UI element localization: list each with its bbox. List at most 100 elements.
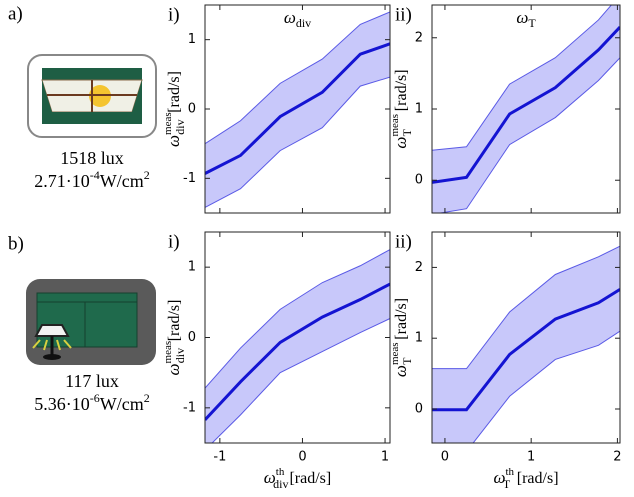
y-label-sup: meas — [389, 342, 401, 365]
irradiance-exp: -4 — [90, 168, 100, 182]
irradiance-exp: -6 — [90, 391, 100, 405]
y-tick-label: 0 — [415, 402, 423, 417]
y-label-group: ωmeasT [rad/s] — [389, 298, 414, 377]
x-label: ωth T [rad/s] — [493, 466, 558, 491]
y-label-sub: div — [173, 119, 187, 134]
plot-area — [205, 11, 390, 208]
band-upper — [205, 11, 390, 145]
x-tick-label: 1 — [527, 450, 535, 465]
y-tick-label: 0 — [415, 173, 423, 188]
x-label: ωth div[rad/s] — [264, 466, 331, 491]
y-tick-label: 1 — [188, 32, 196, 47]
band-lower — [211, 318, 390, 443]
y-tick-label: 1 — [415, 102, 423, 117]
x-label-sub: div — [273, 477, 288, 491]
confidence-band — [432, 246, 620, 443]
panel-title-symbol: ω — [516, 8, 528, 27]
irradiance-unit-exp: 2 — [144, 391, 150, 405]
panel-title-sub: T — [528, 16, 536, 30]
y-label-group: ωmeasdiv [rad/s] — [162, 71, 187, 147]
x-label-unit: [rad/s] — [289, 470, 331, 487]
y-label-sub: div — [173, 348, 187, 363]
y-label-group: ωmeasdiv [rad/s] — [162, 300, 187, 376]
irradiance-base: 2.71·10 — [34, 171, 90, 191]
y-tick-label: 0 — [188, 102, 196, 117]
y-label-sup: meas — [389, 114, 401, 137]
y-label: ωmeasT [rad/s] — [389, 298, 414, 377]
panel-label: i) — [168, 4, 180, 25]
x-label-symbol: ω — [264, 468, 276, 487]
plot-area — [432, 5, 620, 213]
y-label: ωmeasdiv [rad/s] — [162, 71, 187, 147]
y-label-sup: meas — [162, 341, 174, 364]
y-label-symbol: ω — [391, 137, 410, 149]
y-label: ωmeasdiv [rad/s] — [162, 300, 187, 376]
band-lower — [205, 76, 390, 208]
y-label-group: ωmeasT [rad/s] — [389, 69, 414, 148]
mean-line — [432, 288, 620, 412]
confidence-band — [432, 5, 620, 213]
confidence-band — [205, 11, 390, 208]
daylight-icon — [27, 54, 157, 138]
irradiance-unit-exp: 2 — [144, 168, 150, 182]
band-lower — [437, 57, 620, 213]
y-label-sub: T — [400, 357, 414, 365]
y-label-symbol: ω — [391, 365, 410, 377]
y-tick-label: 1 — [188, 260, 196, 275]
lamp-icon — [26, 279, 156, 365]
band-lower — [472, 330, 620, 443]
x-tick-label: 2 — [613, 450, 621, 465]
axes-box — [431, 231, 621, 444]
y-label-symbol: ω — [164, 363, 183, 375]
band-upper — [432, 5, 613, 151]
y-label-sup: meas — [162, 112, 174, 135]
panel: -101-1 0 1i)ωmeasdiv[rad/s]ωth div[rad/s] — [162, 231, 391, 491]
panel-title-symbol: ω — [284, 8, 296, 27]
plot-area — [205, 249, 390, 443]
y-label-sub: T — [400, 128, 414, 136]
mean-line — [432, 26, 620, 184]
y-tick-label: 2 — [415, 30, 423, 45]
y-label-unit: [rad/s] — [393, 298, 410, 340]
panel-title-sub: div — [296, 16, 311, 30]
x-tick-label: 0 — [441, 450, 449, 465]
band-upper — [205, 249, 390, 389]
panel-title: ωdiv — [284, 8, 311, 30]
panel-label: ii) — [395, 4, 412, 25]
mean-line — [205, 42, 390, 175]
x-tick-label: 1 — [381, 450, 389, 465]
y-label: ωmeasT [rad/s] — [389, 69, 414, 148]
irradiance: 5.36·10-6W/cm2 — [34, 391, 149, 414]
band-upper — [432, 245, 620, 370]
plot-area — [432, 245, 620, 443]
y-label-unit: [rad/s] — [166, 300, 183, 342]
y-tick-label: -1 — [183, 171, 196, 186]
illuminance: 117 lux — [65, 371, 119, 391]
x-label-symbol: ω — [493, 468, 505, 487]
row-label: b) — [8, 233, 24, 254]
y-tick-label: 0 — [188, 330, 196, 345]
x-label-unit: [rad/s] — [517, 470, 559, 487]
x-tick-label: 0 — [298, 450, 306, 465]
mean-line — [205, 282, 390, 421]
panel-label: i) — [168, 231, 180, 252]
x-tick-label: -1 — [213, 450, 226, 465]
panel-label: ii) — [395, 231, 412, 252]
y-tick-label: -1 — [183, 400, 196, 415]
irradiance-base: 5.36·10 — [34, 394, 90, 414]
y-tick-label: 2 — [415, 260, 423, 275]
irradiance-unit: W/cm — [100, 394, 144, 414]
irradiance-unit: W/cm — [100, 171, 144, 191]
x-label-sup: th — [276, 466, 285, 478]
row-label: a) — [8, 3, 23, 24]
x-label-sup: th — [505, 466, 514, 478]
x-label-sub: T — [503, 477, 511, 491]
confidence-band — [205, 249, 390, 443]
irradiance: 2.71·10-4W/cm2 — [34, 168, 149, 191]
y-label-unit: [rad/s] — [393, 69, 410, 111]
y-label-symbol: ω — [164, 135, 183, 147]
